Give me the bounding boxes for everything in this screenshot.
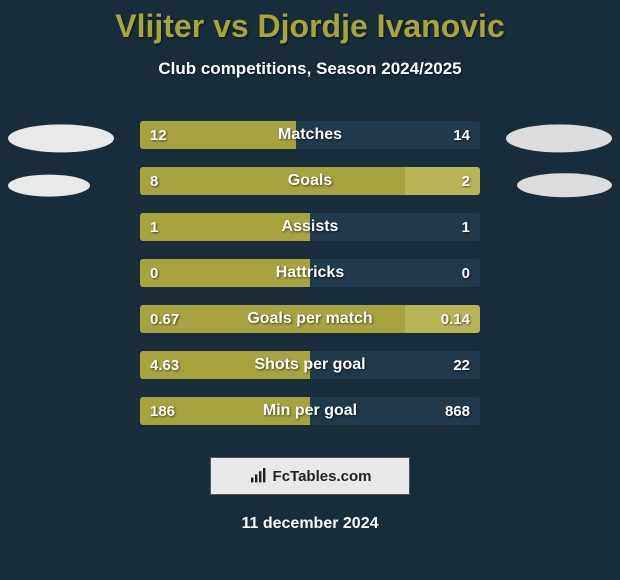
stat-row: Matches1214	[0, 121, 620, 167]
stat-bar	[140, 121, 480, 149]
stat-row: Shots per goal4.6322	[0, 351, 620, 397]
bars-icon	[249, 468, 269, 484]
bar-left-segment	[140, 167, 405, 195]
left-player-photo	[8, 175, 90, 197]
bar-left-segment	[140, 305, 405, 333]
stat-row: Goals82	[0, 167, 620, 213]
bar-right-segment	[310, 213, 480, 241]
stats-chart: Matches1214Goals82Assists11Hattricks00Go…	[0, 121, 620, 443]
stat-row: Min per goal186868	[0, 397, 620, 443]
bar-left-segment	[140, 213, 310, 241]
comparison-infographic: Vlijter vs Djordje Ivanovic Club competi…	[0, 0, 620, 580]
bar-right-segment	[310, 351, 480, 379]
footer-text: FcTables.com	[273, 468, 372, 485]
bar-left-segment	[140, 397, 310, 425]
bar-left-segment	[140, 121, 296, 149]
stat-bar	[140, 167, 480, 195]
bar-right-segment	[296, 121, 480, 149]
bar-right-segment	[405, 167, 480, 195]
bar-left-segment	[140, 259, 310, 287]
stat-bar	[140, 305, 480, 333]
stat-row: Goals per match0.670.14	[0, 305, 620, 351]
bar-left-segment	[140, 351, 310, 379]
right-player-photo	[517, 173, 612, 197]
stat-bar	[140, 213, 480, 241]
page-title: Vlijter vs Djordje Ivanovic	[0, 8, 620, 45]
subtitle: Club competitions, Season 2024/2025	[0, 59, 620, 79]
left-player-photo	[8, 124, 114, 152]
stat-bar	[140, 351, 480, 379]
bar-right-segment	[310, 259, 480, 287]
bar-right-segment	[310, 397, 480, 425]
date-text: 11 december 2024	[0, 515, 620, 533]
stat-bar	[140, 397, 480, 425]
footer-badge: FcTables.com	[210, 457, 410, 495]
stat-row: Hattricks00	[0, 259, 620, 305]
right-player-photo	[506, 124, 612, 152]
bar-right-segment	[405, 305, 480, 333]
stat-bar	[140, 259, 480, 287]
stat-row: Assists11	[0, 213, 620, 259]
